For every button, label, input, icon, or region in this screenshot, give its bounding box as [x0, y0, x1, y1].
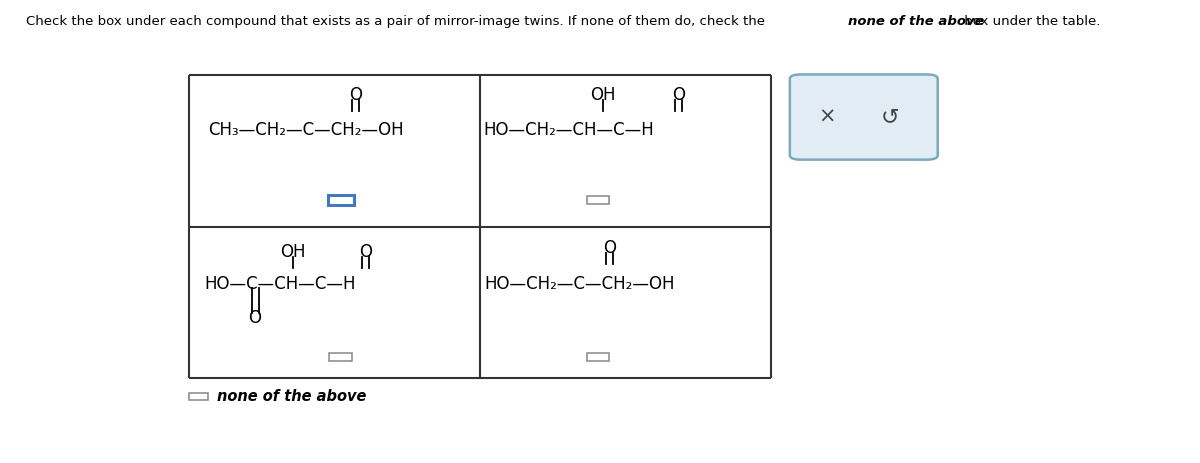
Text: HO—CH₂—C—CH₂—OH: HO—CH₂—C—CH₂—OH — [485, 275, 676, 293]
Bar — [587, 353, 610, 361]
Text: ↺: ↺ — [881, 107, 900, 127]
Bar — [587, 196, 610, 204]
FancyBboxPatch shape — [790, 75, 937, 160]
Text: O: O — [349, 86, 362, 104]
Text: CH₃—CH₂—C—CH₂—OH: CH₃—CH₂—C—CH₂—OH — [209, 121, 404, 139]
Text: HO—CH₂—CH—C—H: HO—CH₂—CH—C—H — [482, 121, 654, 139]
Text: none of the above: none of the above — [848, 15, 984, 28]
Text: HO—C—CH—C—H: HO—C—CH—C—H — [204, 275, 355, 293]
Text: OH: OH — [281, 243, 306, 261]
Text: none of the above: none of the above — [217, 389, 366, 404]
Text: O: O — [359, 243, 372, 261]
Bar — [190, 393, 208, 400]
Text: Check the box under each compound that exists as a pair of mirror-image twins. I: Check the box under each compound that e… — [26, 15, 769, 28]
Text: OH: OH — [590, 86, 616, 104]
Text: O: O — [672, 86, 685, 104]
Text: O: O — [248, 309, 262, 326]
Bar — [330, 353, 352, 361]
FancyBboxPatch shape — [328, 195, 354, 205]
Text: ×: × — [818, 107, 835, 127]
Text: box under the table.: box under the table. — [960, 15, 1100, 28]
Text: O: O — [602, 239, 616, 257]
